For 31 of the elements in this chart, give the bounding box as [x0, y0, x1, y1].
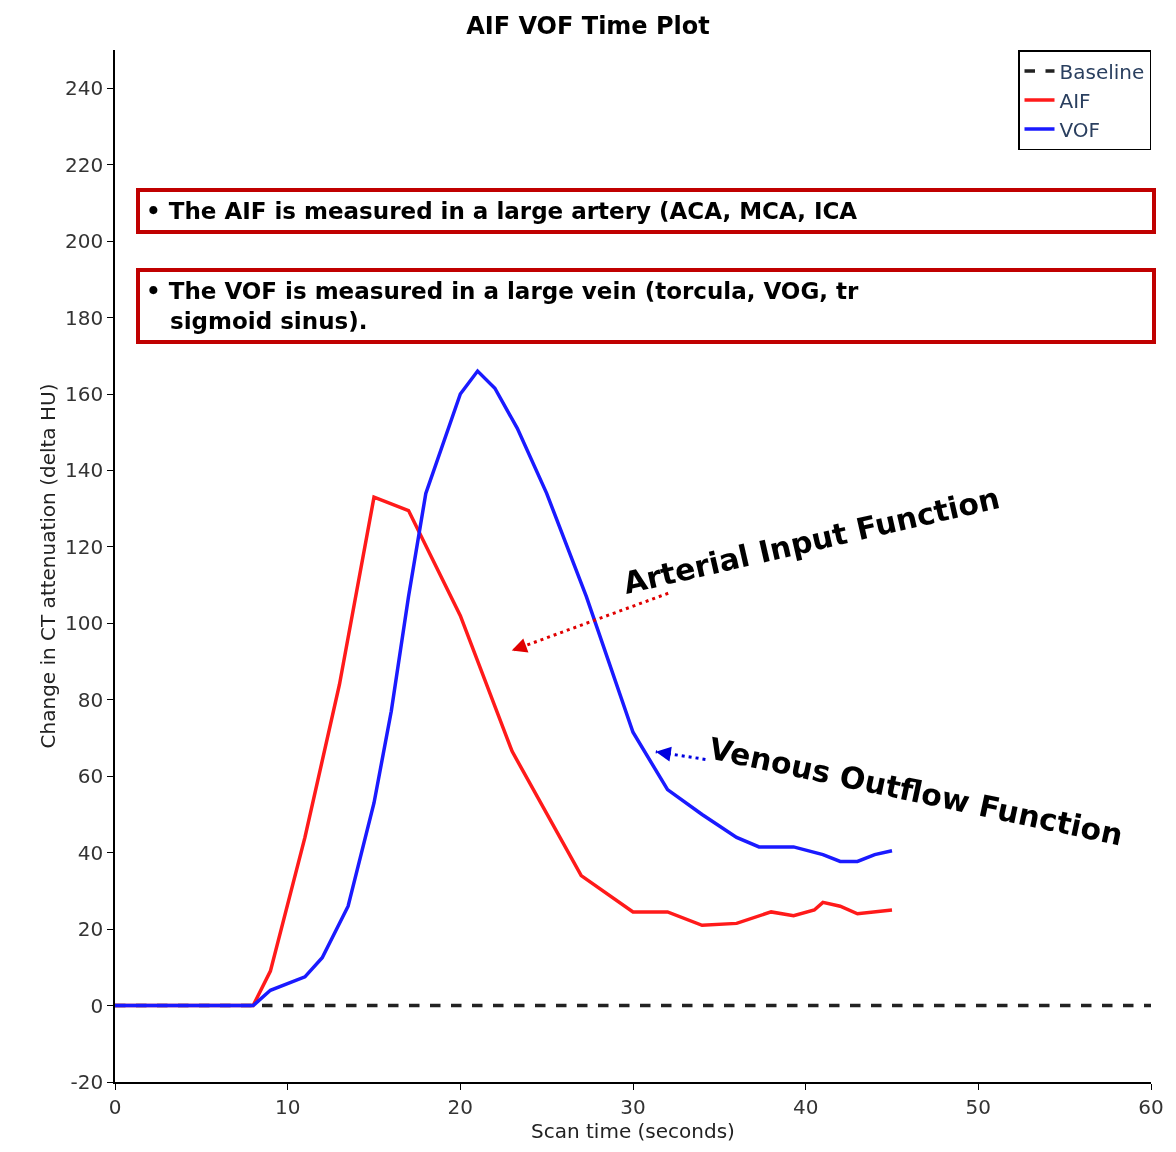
- x-tick-label: 30: [620, 1094, 646, 1119]
- y-tick-label: 180: [65, 305, 104, 330]
- x-tick-label: 10: [274, 1094, 301, 1119]
- x-tick-label: 40: [792, 1094, 819, 1119]
- y-tick-label: 220: [65, 152, 104, 177]
- y-tick-label: 240: [65, 76, 104, 101]
- annotation: • The AIF is measured in a large artery (ACA, MCA, ICA: [146, 198, 858, 224]
- y-tick-label: -20: [70, 1070, 104, 1094]
- x-tick-label: 0: [108, 1094, 122, 1119]
- y-tick-label: 140: [65, 458, 104, 483]
- y-tick-label: 100: [65, 611, 104, 636]
- chart-title: AIF VOF Time Plot: [466, 12, 710, 41]
- y-axis-title: Change in CT attenuation (delta HU): [36, 383, 61, 749]
- y-tick-label: 40: [77, 840, 104, 865]
- y-tick-label: 160: [65, 382, 104, 406]
- legend-label: VOF: [1059, 117, 1101, 142]
- y-tick-label: 80: [77, 687, 104, 712]
- legend-label: Baseline: [1059, 59, 1145, 84]
- annotation: Arterial Input Function: [619, 480, 1003, 601]
- x-tick-label: 50: [965, 1094, 992, 1119]
- annotation: Venous Outflow Function: [706, 730, 1126, 853]
- x-tick-label: 60: [1138, 1094, 1164, 1119]
- y-tick-label: 200: [65, 229, 104, 254]
- y-tick-label: 0: [90, 993, 104, 1018]
- y-tick-label: 60: [77, 764, 104, 789]
- x-tick-label: 20: [447, 1094, 474, 1119]
- legend-label: AIF: [1059, 88, 1091, 113]
- x-axis-title: Scan time (seconds): [531, 1118, 735, 1143]
- y-tick-label: 120: [65, 534, 104, 559]
- y-tick-label: 20: [77, 917, 104, 942]
- annotation: • The VOF is measured in a large vein (torcula, VOG, tr sigmoid sinus).: [146, 278, 860, 334]
